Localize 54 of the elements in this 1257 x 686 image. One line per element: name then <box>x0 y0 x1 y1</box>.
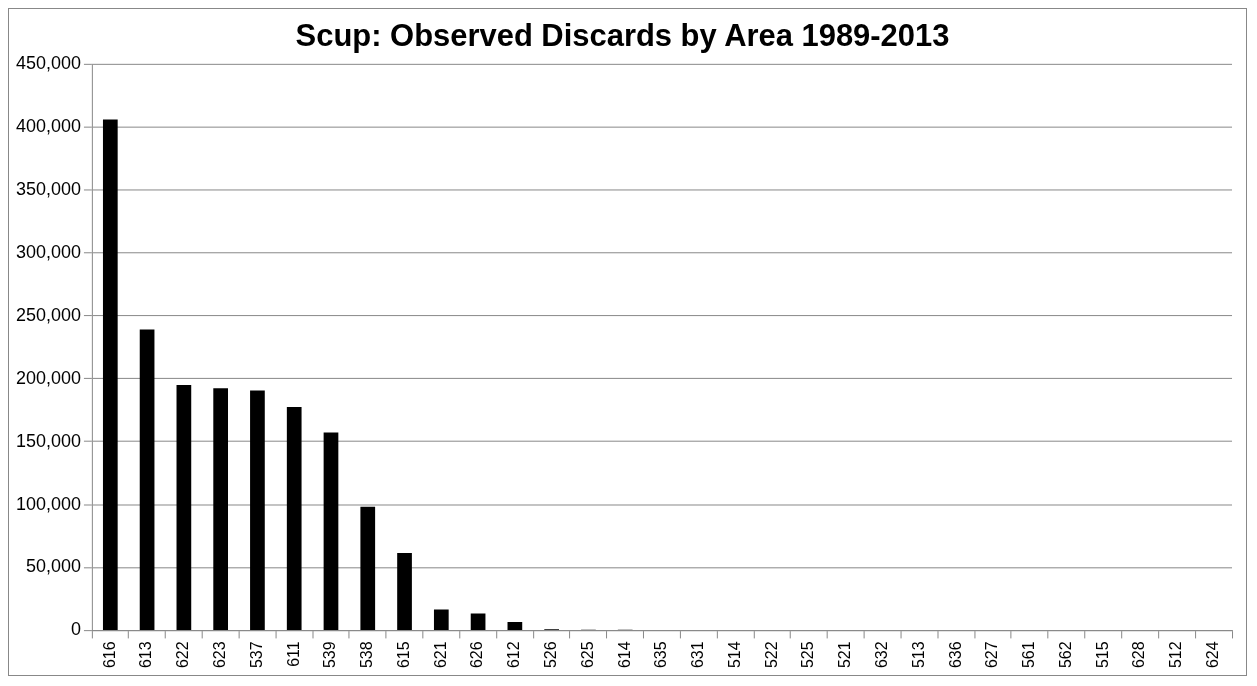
bar <box>360 506 376 630</box>
x-tick-label: 525 <box>799 641 817 669</box>
x-tick-label: 562 <box>1056 641 1074 669</box>
y-tick-label: 200,000 <box>16 367 81 388</box>
x-tick-label: 627 <box>983 641 1001 669</box>
x-tick-label: 625 <box>578 641 596 669</box>
y-tick-label: 250,000 <box>16 304 81 325</box>
x-tick-label: 628 <box>1130 641 1148 669</box>
x-tick-label: 623 <box>211 641 229 669</box>
bar <box>433 609 449 630</box>
x-tick-label: 635 <box>652 641 670 669</box>
chart-title: Scup: Observed Discards by Area 1989-2013 <box>295 18 950 54</box>
bar <box>323 432 339 630</box>
x-tick-label: 537 <box>247 641 265 669</box>
y-tick-label: 450,000 <box>16 53 81 73</box>
x-tick-label: 538 <box>358 641 376 669</box>
y-tick-label: 350,000 <box>16 178 81 199</box>
x-tick-label: 616 <box>100 641 118 669</box>
bar <box>139 329 155 630</box>
x-tick-label: 631 <box>689 641 707 669</box>
x-tick-label: 621 <box>431 641 449 669</box>
bar <box>250 390 265 630</box>
bar <box>470 613 486 630</box>
bar <box>213 388 229 630</box>
x-tick-label: 626 <box>468 641 486 669</box>
y-tick-label: 150,000 <box>16 430 81 451</box>
bar <box>102 119 118 630</box>
x-tick-label: 615 <box>394 641 412 669</box>
x-tick-label: 636 <box>946 641 964 669</box>
x-tick-label: 515 <box>1093 641 1111 669</box>
bar <box>176 385 192 630</box>
x-tick-label: 624 <box>1204 641 1222 669</box>
bar <box>507 622 523 630</box>
x-tick-label: 526 <box>542 641 560 669</box>
y-tick-label: 300,000 <box>16 241 81 262</box>
bar <box>286 406 302 630</box>
x-tick-label: 522 <box>762 641 780 669</box>
y-tick-label: 400,000 <box>16 115 81 136</box>
x-tick-label: 622 <box>174 641 192 669</box>
x-tick-label: 612 <box>505 641 523 669</box>
y-tick-label: 0 <box>70 619 81 640</box>
x-tick-label: 514 <box>725 641 743 669</box>
x-tick-label: 521 <box>836 641 854 669</box>
x-tick-label: 539 <box>321 641 339 669</box>
y-tick-label: 50,000 <box>26 556 81 577</box>
x-tick-label: 561 <box>1020 641 1038 669</box>
x-tick-label: 632 <box>873 641 891 669</box>
x-tick-label: 513 <box>909 641 927 669</box>
x-tick-label: 613 <box>137 641 155 669</box>
x-tick-label: 614 <box>615 641 633 669</box>
y-tick-label: 100,000 <box>16 493 81 514</box>
bar <box>397 552 412 630</box>
x-tick-label: 512 <box>1167 641 1185 669</box>
x-tick-label: 611 <box>284 641 302 667</box>
